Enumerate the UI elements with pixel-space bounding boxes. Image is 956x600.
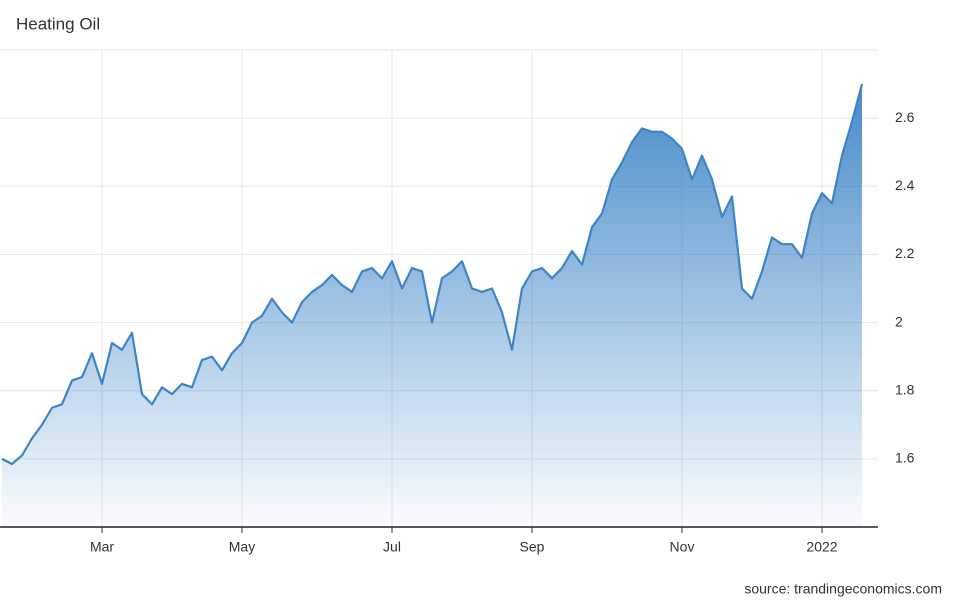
x-tick-label: Jul: [383, 539, 401, 555]
line: [1, 83, 864, 466]
y-tick-label: 2.6: [895, 109, 915, 125]
x-tick-label: Nov: [670, 539, 695, 555]
y-tick-label: 2: [895, 313, 903, 329]
x-tick-label: May: [229, 539, 255, 555]
y-tick-label: 1.8: [895, 381, 915, 397]
area-fill: [2, 84, 862, 528]
x-tick-label: 2022: [806, 539, 837, 555]
x-tick-label: Sep: [520, 539, 545, 555]
y-tick-label: 2.4: [895, 177, 915, 193]
source: source: trandingeconomics.com: [744, 581, 942, 597]
chart-title: Heating Oil: [16, 14, 100, 33]
x-tick-label: Mar: [90, 539, 114, 555]
y-tick-label: 2.2: [895, 245, 915, 261]
y-tick-label: 1.6: [895, 450, 915, 466]
